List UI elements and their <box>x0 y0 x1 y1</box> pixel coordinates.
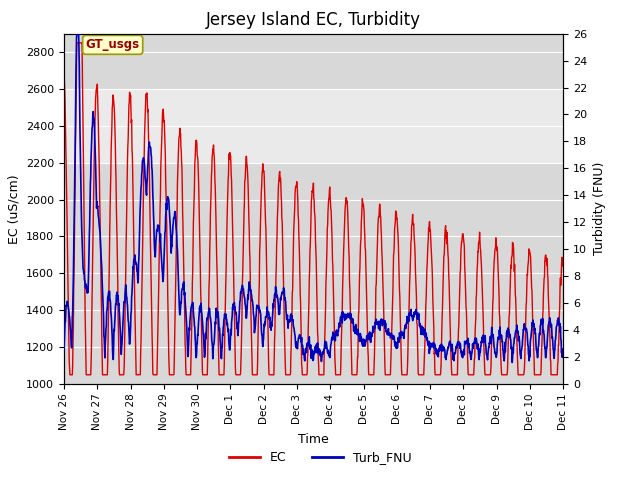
X-axis label: Time: Time <box>298 433 329 446</box>
Y-axis label: EC (uS/cm): EC (uS/cm) <box>8 174 20 244</box>
Bar <box>64 89 563 163</box>
Text: GT_usgs: GT_usgs <box>86 38 140 51</box>
Y-axis label: Turbidity (FNU): Turbidity (FNU) <box>593 162 605 255</box>
Title: Jersey Island EC, Turbidity: Jersey Island EC, Turbidity <box>206 11 421 29</box>
Legend: EC, Turb_FNU: EC, Turb_FNU <box>223 446 417 469</box>
